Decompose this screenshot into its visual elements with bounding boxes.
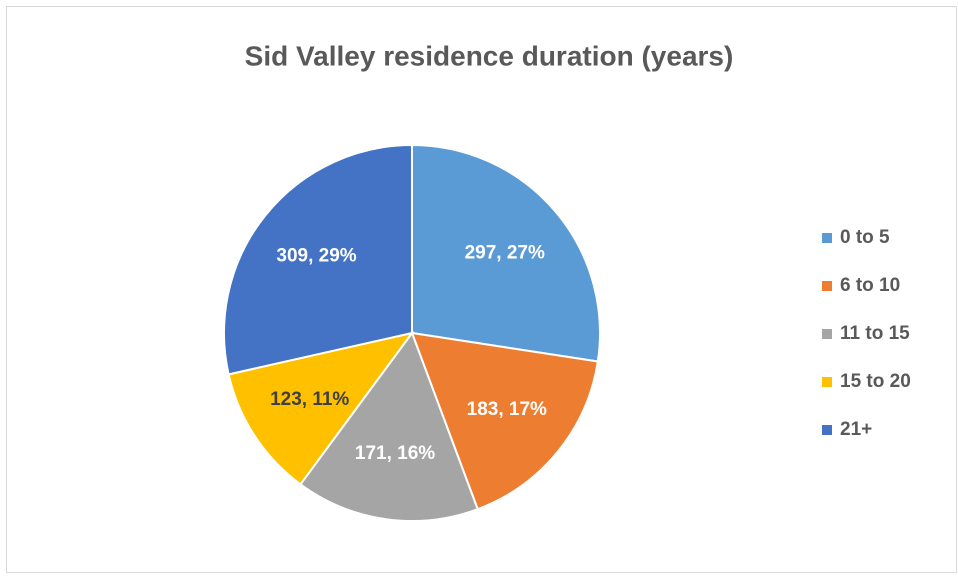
data-label: 123, 11%	[270, 389, 349, 410]
legend-label: 15 to 20	[840, 371, 911, 392]
data-label: 309, 29%	[276, 246, 356, 267]
legend-label: 0 to 5	[840, 227, 890, 248]
legend-swatch	[822, 329, 832, 339]
legend-swatch	[822, 425, 832, 435]
data-label: 171, 16%	[355, 443, 435, 464]
data-label: 183, 17%	[467, 399, 547, 420]
legend-swatch	[822, 281, 832, 291]
pie-slice	[223, 143, 413, 376]
legend-swatch	[822, 377, 832, 387]
pie-slice	[411, 143, 601, 363]
data-label: 297, 27%	[465, 242, 545, 263]
legend-label: 11 to 15	[840, 323, 910, 344]
legend-label: 6 to 10	[840, 275, 900, 296]
chart-title: Sid Valley residence duration (years)	[245, 40, 734, 71]
pie-slice	[227, 331, 415, 486]
pie-slice	[410, 331, 599, 511]
pie-slice	[299, 330, 479, 522]
legend-swatch	[822, 233, 832, 243]
legend-label: 21+	[840, 419, 872, 440]
